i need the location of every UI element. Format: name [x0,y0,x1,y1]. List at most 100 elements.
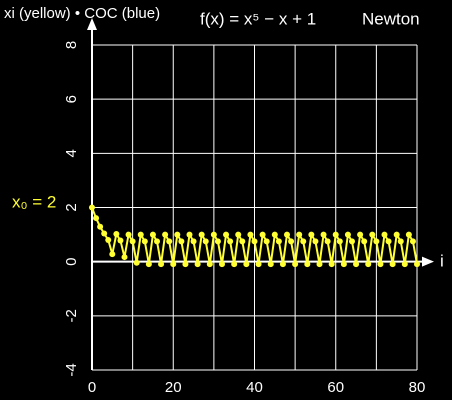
data-point [284,231,290,238]
data-point [292,261,299,268]
data-point [300,238,307,245]
data-point [385,238,392,245]
data-point [263,238,270,245]
data-point [170,261,177,268]
data-point [109,251,116,258]
y-tick-label: -4 [63,363,80,376]
data-point [97,223,104,230]
data-point [369,231,376,238]
data-point [239,238,246,245]
data-point [308,231,315,238]
data-point [129,238,136,245]
data-point [316,261,323,268]
data-point [210,231,217,238]
data-point [312,238,319,245]
y-tick-label: 2 [63,203,80,211]
data-point [89,204,95,211]
data-point [174,231,181,238]
data-point [288,238,295,245]
data-point [133,259,140,266]
data-point [247,231,254,238]
data-point [101,230,108,237]
data-point [353,261,360,268]
data-point [166,238,173,245]
chart-title: f(x) = x⁵ − x + 1 [200,9,316,28]
data-point [154,238,160,245]
data-point [227,238,234,245]
data-point [361,238,368,245]
data-point [235,231,242,238]
data-point [206,261,213,268]
data-point [149,231,156,238]
data-point [117,237,124,244]
data-point [194,261,201,268]
data-point [340,261,347,268]
x-axis-arrow [422,256,434,267]
data-point [214,238,221,245]
x-axis-label: i [440,251,444,270]
data-point [328,261,335,268]
y-axis-arrow [87,18,97,30]
data-point [186,231,193,238]
chart-subtitle: Newton [362,9,420,28]
data-point [141,238,148,245]
data-point [231,261,238,268]
data-point [121,254,128,261]
data-point [243,261,250,268]
data-point [381,231,388,238]
data-point [324,238,331,245]
x-tick-label: 0 [88,379,96,396]
y-tick-label: 0 [63,257,80,265]
data-point [251,238,258,245]
data-point [202,238,209,245]
data-point [332,231,339,238]
data-point [377,261,384,268]
y-tick-label: -2 [63,309,80,322]
data-point [393,231,400,238]
data-point [389,261,396,268]
data-point [397,238,404,245]
data-point [279,261,286,268]
data-point [255,261,262,268]
data-point [414,261,420,268]
data-point [162,231,169,238]
data-point [182,261,189,268]
x-tick-label: 80 [409,379,426,396]
data-point [304,261,311,268]
y-tick-label: 8 [63,41,80,49]
data-point [137,231,144,238]
data-point [401,261,408,268]
y-tick-label: 4 [63,149,80,157]
data-point [93,215,100,222]
data-point [219,261,225,268]
data-point [365,261,372,268]
data-point [271,231,278,238]
data-point [267,261,274,268]
data-point [409,238,416,245]
data-point [296,231,303,238]
data-point [105,237,112,243]
data-point [145,261,152,268]
data-point [223,231,230,238]
data-point [344,231,351,238]
x-tick-label: 40 [246,379,263,396]
data-point [178,238,185,245]
x-tick-label: 60 [327,379,344,396]
x-tick-label: 20 [165,379,182,396]
data-point [357,231,364,238]
data-point [405,231,412,238]
data-point [198,231,205,238]
data-point [259,231,266,238]
data-point [349,238,355,245]
data-point [275,238,282,245]
data-point [158,261,165,268]
data-point [373,238,380,245]
data-point [125,231,132,238]
data-point [113,231,120,238]
y-axis-label: xi (yellow) • COC (blue) [4,5,160,22]
data-point [320,231,327,238]
annotation: x₀ = 2 [12,192,56,211]
data-point [190,238,197,245]
